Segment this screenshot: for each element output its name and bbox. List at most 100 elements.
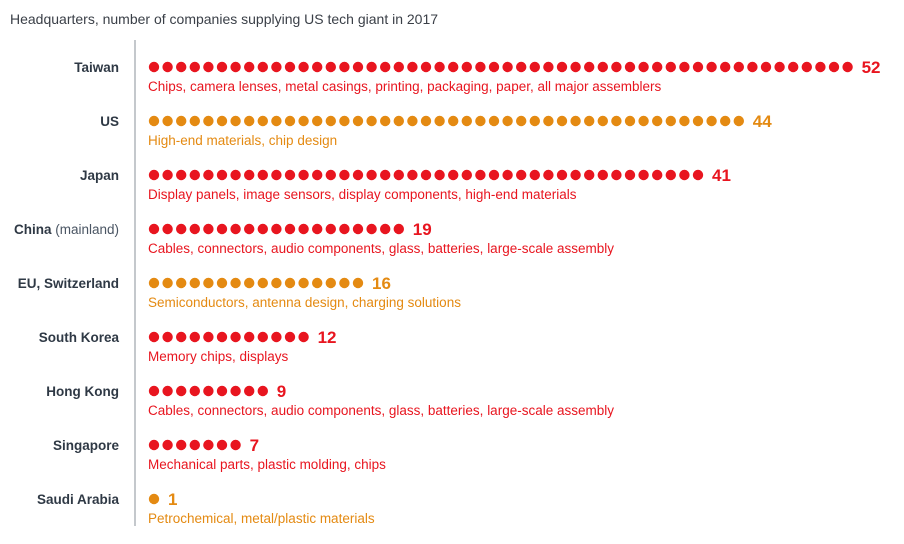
country-label: South Korea bbox=[39, 330, 120, 345]
company-dot bbox=[352, 115, 364, 127]
company-dot bbox=[312, 277, 323, 289]
company-dot bbox=[529, 61, 540, 73]
company-dot bbox=[203, 277, 214, 289]
company-dot bbox=[339, 115, 350, 127]
value-label: 12 bbox=[318, 328, 337, 347]
company-dot bbox=[339, 61, 350, 73]
company-dot bbox=[393, 223, 404, 235]
company-dot bbox=[679, 61, 690, 73]
country-name: Saudi Arabia bbox=[37, 492, 120, 507]
company-dot bbox=[461, 61, 472, 73]
company-dot bbox=[257, 115, 268, 127]
company-dot bbox=[271, 223, 282, 235]
company-dot bbox=[203, 169, 214, 181]
company-dot bbox=[312, 223, 323, 235]
company-dot bbox=[420, 61, 432, 73]
category-description: High-end materials, chip design bbox=[148, 133, 337, 148]
company-dot bbox=[420, 169, 432, 181]
row-china: China (mainland) 19 Cables, connectors, au… bbox=[14, 220, 614, 256]
company-dot bbox=[271, 277, 282, 289]
company-dot bbox=[502, 169, 513, 181]
company-dot bbox=[216, 115, 228, 127]
company-dot bbox=[148, 169, 160, 181]
company-dot bbox=[448, 61, 459, 73]
company-dot bbox=[148, 331, 160, 343]
row-saudi-arabia: Saudi Arabia 1 Petrochemical, metal/plasti… bbox=[37, 490, 375, 526]
company-dot bbox=[325, 223, 336, 235]
company-dot bbox=[638, 169, 649, 181]
company-dot bbox=[516, 169, 527, 181]
company-dot bbox=[284, 61, 296, 73]
company-dot bbox=[611, 115, 622, 127]
company-dot bbox=[257, 223, 268, 235]
company-dot bbox=[284, 331, 296, 343]
company-dot bbox=[230, 61, 241, 73]
company-dot bbox=[434, 61, 445, 73]
company-dot bbox=[570, 61, 581, 73]
country-name: Taiwan bbox=[74, 60, 119, 75]
company-dot bbox=[230, 223, 241, 235]
company-dot bbox=[706, 115, 717, 127]
company-dot bbox=[244, 385, 255, 397]
company-dot bbox=[230, 439, 241, 451]
company-dot bbox=[488, 115, 500, 127]
country-name: Japan bbox=[80, 168, 119, 183]
company-dot bbox=[584, 115, 595, 127]
company-dot bbox=[230, 277, 241, 289]
company-dot bbox=[624, 169, 636, 181]
company-dot bbox=[189, 115, 200, 127]
company-dot bbox=[529, 169, 540, 181]
company-dot bbox=[244, 277, 255, 289]
company-dot bbox=[720, 115, 731, 127]
company-dot bbox=[189, 169, 200, 181]
company-dot bbox=[502, 61, 513, 73]
row-taiwan: Taiwan 52 Chips, camera lenses, metal casi… bbox=[74, 58, 880, 94]
category-description: Semiconductors, antenna design, charging… bbox=[148, 295, 461, 310]
value-label: 44 bbox=[753, 112, 772, 131]
company-dot bbox=[434, 169, 445, 181]
country-label: US bbox=[100, 114, 119, 129]
company-dot bbox=[584, 61, 595, 73]
company-dot bbox=[162, 115, 173, 127]
company-dot bbox=[801, 61, 812, 73]
company-dot bbox=[556, 115, 568, 127]
category-description: Petrochemical, metal/plastic materials bbox=[148, 511, 375, 526]
company-dot bbox=[556, 61, 568, 73]
country-qualifier: (mainland) bbox=[51, 222, 119, 237]
company-dot bbox=[665, 61, 676, 73]
company-dot bbox=[312, 169, 323, 181]
category-description: Display panels, image sensors, display c… bbox=[148, 187, 577, 202]
company-dot bbox=[284, 169, 296, 181]
company-dot bbox=[271, 61, 282, 73]
company-dot bbox=[298, 277, 309, 289]
row-us: US 44 High-end materials, chip design bbox=[100, 112, 772, 148]
company-dot bbox=[216, 439, 228, 451]
company-dot bbox=[148, 385, 160, 397]
company-dot bbox=[706, 61, 717, 73]
company-dot bbox=[230, 169, 241, 181]
company-dot bbox=[230, 331, 241, 343]
value-label: 9 bbox=[277, 382, 286, 401]
company-dot bbox=[448, 115, 459, 127]
company-dot bbox=[815, 61, 826, 73]
company-dot bbox=[624, 61, 636, 73]
country-label: Singapore bbox=[53, 438, 120, 453]
company-dot bbox=[488, 169, 500, 181]
company-dot bbox=[148, 61, 160, 73]
company-dot bbox=[679, 169, 690, 181]
company-dot bbox=[189, 439, 200, 451]
company-dot bbox=[366, 61, 377, 73]
company-dot bbox=[434, 115, 445, 127]
company-dot bbox=[216, 385, 228, 397]
country-name: US bbox=[100, 114, 119, 129]
category-description: Chips, camera lenses, metal casings, pri… bbox=[148, 79, 661, 94]
company-dot bbox=[176, 277, 187, 289]
company-dot bbox=[148, 439, 160, 451]
company-dot bbox=[339, 169, 350, 181]
company-dot bbox=[312, 61, 323, 73]
company-dot bbox=[257, 61, 268, 73]
company-dot bbox=[366, 223, 377, 235]
company-dot bbox=[624, 115, 636, 127]
company-dot bbox=[597, 61, 608, 73]
